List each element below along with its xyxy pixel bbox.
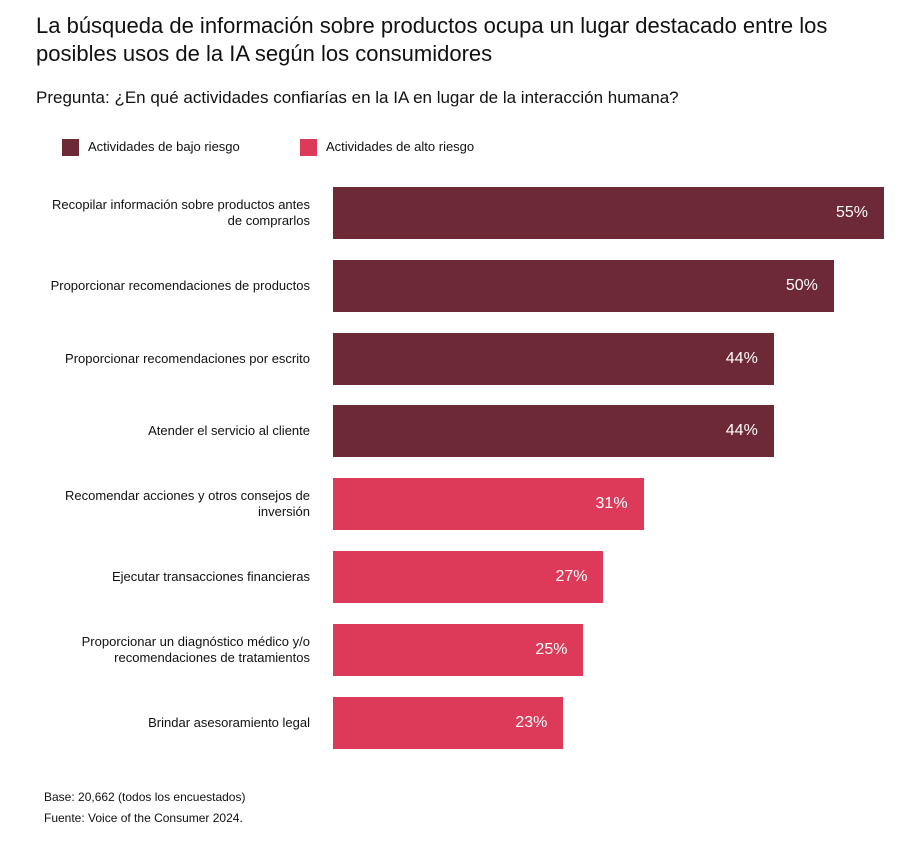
legend-swatch <box>62 139 79 156</box>
value-label: 44% <box>725 349 758 367</box>
bar <box>333 187 884 239</box>
note: Base: 20,662 (todos los encuestados) <box>44 790 246 804</box>
category-label: Proporcionar recomendaciones de producto… <box>50 277 310 293</box>
bar <box>333 405 774 458</box>
value-label: 27% <box>555 568 588 585</box>
category-label: Ejecutar transacciones financieras <box>112 569 310 584</box>
bar <box>333 551 604 603</box>
value-label: 44% <box>725 422 758 440</box>
value-label: 55% <box>835 204 868 221</box>
legend-label: Actividades de alto riesgo <box>326 139 475 154</box>
value-label: 31% <box>595 495 628 513</box>
bar <box>333 478 644 531</box>
value-label: 50% <box>785 276 818 294</box>
category-label: Atender el servicio al cliente <box>148 423 310 439</box>
category-label: Proporcionar un diagnóstico médico y/o r… <box>81 633 310 665</box>
chart-subtitle: Pregunta: ¿En qué actividades confiarías… <box>36 88 679 107</box>
category-label: Recopilar información sobre productos an… <box>52 197 310 228</box>
note: Fuente: Voice of the Consumer 2024. <box>44 811 243 825</box>
value-label: 25% <box>535 640 568 658</box>
bar <box>333 259 834 312</box>
bar <box>333 332 774 385</box>
bar <box>333 623 584 676</box>
category-label: Proporcionar recomendaciones por escrito <box>65 350 310 366</box>
category-label: Brindar asesoramiento legal <box>148 714 310 730</box>
bar <box>333 696 564 749</box>
legend-swatch <box>300 139 317 156</box>
value-label: 23% <box>515 713 548 731</box>
category-label: Recomendar acciones y otros consejos de … <box>65 488 310 520</box>
legend-label: Actividades de bajo riesgo <box>88 139 240 154</box>
chart-title: La búsqueda de información sobre product… <box>36 13 828 66</box>
